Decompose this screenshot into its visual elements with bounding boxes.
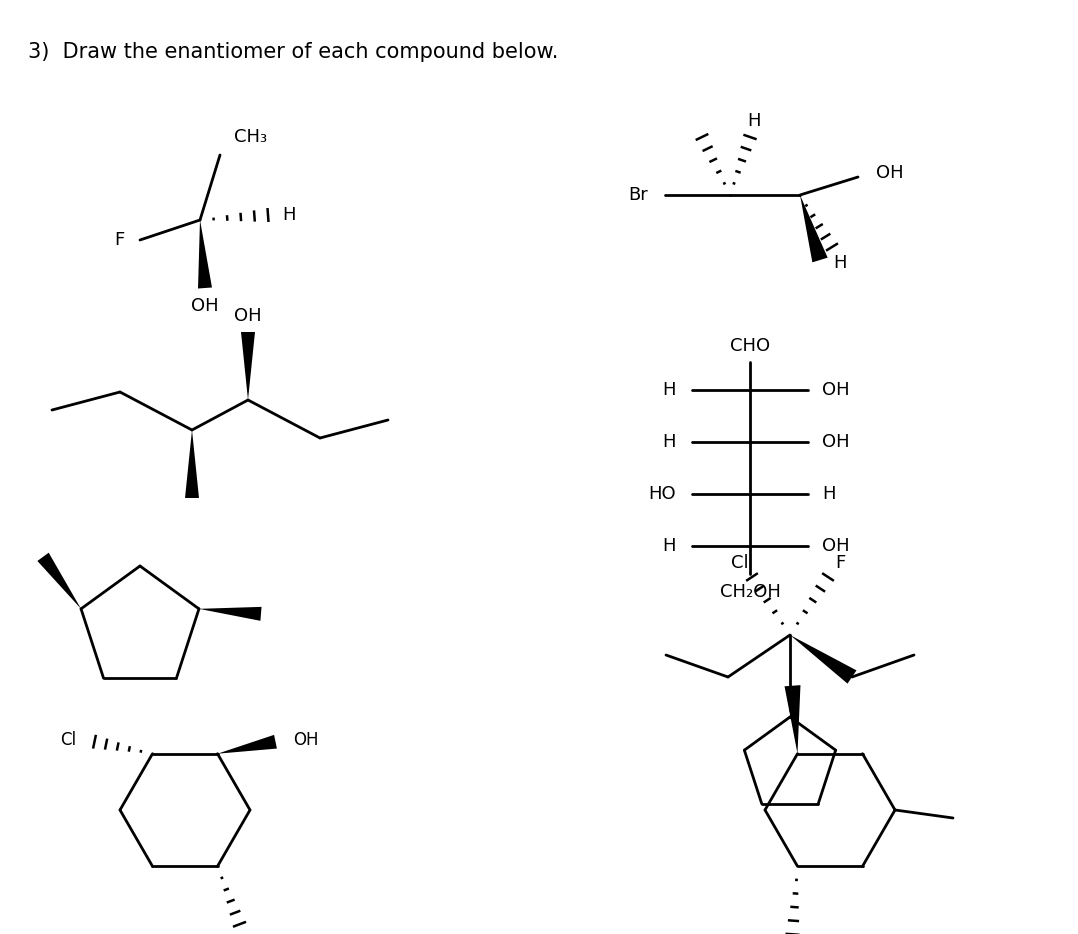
Polygon shape: [218, 735, 277, 754]
Text: Cl: Cl: [731, 554, 749, 572]
Text: OH: OH: [823, 381, 849, 399]
Text: H: H: [663, 537, 676, 555]
Polygon shape: [800, 195, 828, 262]
Text: HO: HO: [648, 485, 676, 503]
Text: H: H: [747, 112, 761, 130]
Polygon shape: [785, 686, 801, 754]
Text: CH₂OH: CH₂OH: [719, 583, 780, 601]
Text: Br: Br: [628, 186, 648, 204]
Polygon shape: [199, 607, 262, 621]
Text: OH: OH: [823, 537, 849, 555]
Polygon shape: [38, 553, 81, 609]
Text: OH: OH: [191, 297, 219, 315]
Text: Cl: Cl: [60, 730, 77, 749]
Polygon shape: [241, 332, 255, 400]
Text: F: F: [834, 554, 845, 572]
Text: 3)  Draw the enantiomer of each compound below.: 3) Draw the enantiomer of each compound …: [28, 42, 558, 62]
Text: F: F: [114, 231, 124, 249]
Polygon shape: [198, 220, 212, 289]
Text: OH: OH: [234, 307, 262, 325]
Text: H: H: [663, 433, 676, 451]
Text: H: H: [833, 254, 846, 272]
Polygon shape: [790, 635, 857, 684]
Text: OH: OH: [823, 433, 849, 451]
Text: H: H: [282, 206, 295, 224]
Text: OH: OH: [293, 730, 319, 749]
Text: CH₃: CH₃: [234, 128, 267, 146]
Text: H: H: [663, 381, 676, 399]
Text: CHO: CHO: [730, 337, 770, 355]
Polygon shape: [185, 430, 199, 498]
Text: OH: OH: [876, 164, 903, 182]
Text: H: H: [823, 485, 835, 503]
